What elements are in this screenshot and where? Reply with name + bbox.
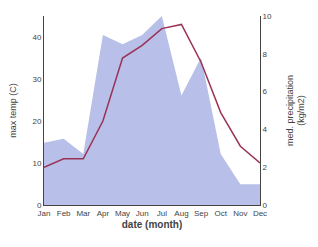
svg-text:date (month): date (month)	[122, 219, 183, 230]
svg-text:May: May	[115, 209, 130, 218]
svg-text:Aug: Aug	[174, 209, 188, 218]
svg-text:40: 40	[32, 33, 41, 42]
svg-text:Feb: Feb	[57, 209, 71, 218]
svg-text:Jul: Jul	[157, 209, 167, 218]
svg-text:Jan: Jan	[38, 209, 51, 218]
svg-text:8: 8	[263, 50, 268, 59]
svg-text:Nov: Nov	[233, 209, 247, 218]
svg-text:med. precipitation(kg/m2): med. precipitation(kg/m2)	[285, 75, 307, 146]
svg-text:Apr: Apr	[97, 209, 110, 218]
svg-text:0: 0	[263, 201, 268, 210]
svg-text:2: 2	[263, 163, 268, 172]
svg-text:10: 10	[32, 159, 41, 168]
svg-text:Oct: Oct	[215, 209, 228, 218]
svg-text:max temp (C): max temp (C)	[8, 83, 18, 138]
svg-text:0: 0	[37, 201, 42, 210]
svg-text:30: 30	[32, 75, 41, 84]
svg-text:20: 20	[32, 117, 41, 126]
svg-text:10: 10	[263, 12, 272, 21]
svg-text:Dec: Dec	[253, 209, 267, 218]
svg-text:4: 4	[263, 125, 268, 134]
svg-text:Mar: Mar	[76, 209, 90, 218]
svg-text:6: 6	[263, 87, 268, 96]
svg-text:Jun: Jun	[136, 209, 149, 218]
svg-text:Sep: Sep	[194, 209, 209, 218]
